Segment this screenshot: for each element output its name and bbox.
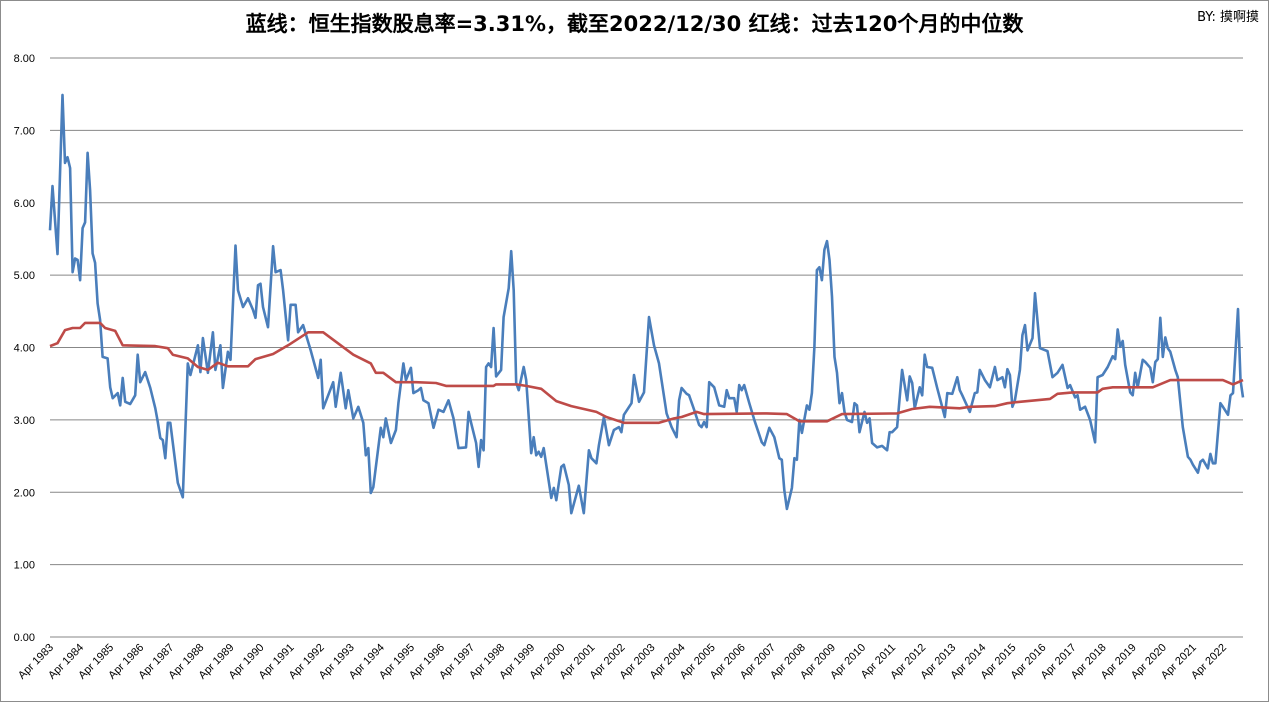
y-tick-label: 6.00 — [14, 198, 35, 210]
y-tick-label: 0.00 — [14, 632, 35, 644]
median-120m-line — [49, 321, 1244, 425]
y-tick-label: 4.00 — [14, 343, 35, 355]
chart-title: 蓝线：恒生指数股息率=3.31%，截至2022/12/30 红线：过去120个月… — [245, 12, 1024, 36]
y-tick-label: 7.00 — [14, 125, 35, 137]
gridlines — [50, 57, 1243, 638]
y-axis-ticks: 0.00 1.00 2.00 3.00 4.00 5.00 6.00 7.00 8.00 — [14, 53, 35, 644]
y-tick-label: 2.00 — [14, 487, 35, 499]
y-tick-label: 8.00 — [14, 53, 35, 65]
y-tick-label: 1.00 — [14, 560, 35, 572]
y-tick-label: 5.00 — [14, 270, 35, 282]
series-lines — [48, 93, 1245, 515]
dividend-yield-line — [48, 93, 1245, 515]
y-tick-label: 3.00 — [14, 415, 35, 427]
author-byline: BY: 摸啊摸 — [1197, 10, 1259, 25]
